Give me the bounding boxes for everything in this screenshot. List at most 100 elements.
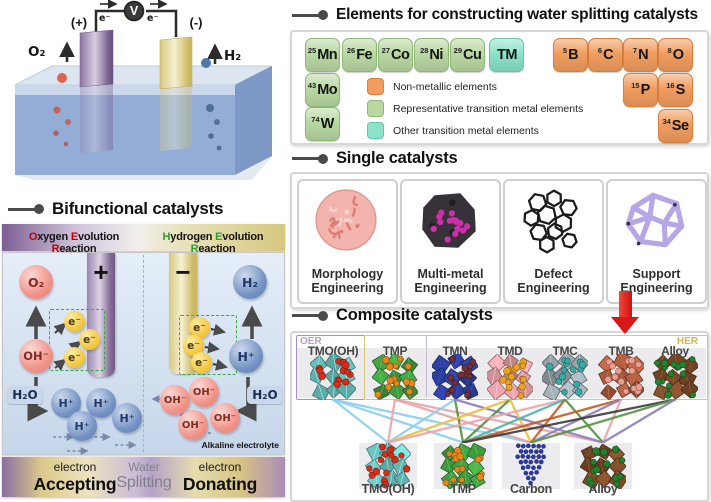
crystal-structure [515,443,546,486]
water-label-left: H₂O [7,386,43,404]
element-symbol: Cu [463,47,482,63]
card-label: Support Engineering [608,267,705,297]
composite-top-structure-TMD [484,353,536,402]
header-rule [292,310,328,321]
electron-text: electron [198,460,242,474]
composite-top-structure-TMC [539,351,591,402]
element-symbol: Fe [356,47,373,63]
hydroxide-ion: OH⁻ [19,339,53,373]
legend-swatch-nonmetal [367,78,384,95]
composite-title: Composite catalysts [336,306,493,324]
composite-bottom-structure-TMP [434,442,492,490]
composite-bottom-label-TMP: TMP [450,482,476,496]
flower-illustration [315,189,377,251]
legend-label: Non-metallic elements [393,80,497,93]
hydroxide-ion-small: OH⁻ [160,385,190,415]
morphology-engineering-card: Morphology Engineering [297,179,398,304]
water-splitting-label: Water Splitting [110,460,178,492]
cathode-minus-label: − [175,257,191,287]
element-tile-Cu: 29 Cu [450,38,485,72]
element-symbol: TM [497,47,517,63]
dots-illustration [422,193,476,248]
accepting-text: Accepting [33,474,117,494]
her-tag: HER [676,336,698,347]
combination-connection-lines [331,399,677,443]
hydroxide-ion-small: OH⁻ [178,410,208,440]
legend-item: Representative transition metal elements [367,100,583,117]
red-arrow-head [611,317,639,334]
card-label-line2: Engineering [311,281,384,296]
composite-top-label-TMN: TMN [442,344,468,358]
element-tile-Co: 27 Co [378,38,413,72]
atomic-number: 26 [346,46,356,55]
composite-top-structure-TMO(OH) [307,351,357,402]
electron-transfer-box-left [49,309,105,371]
atomic-number: 8 [667,46,672,55]
element-symbol: C [603,47,614,63]
header-letter: volution [77,231,120,243]
bifunctional-diagram: + − [2,252,285,455]
header-letter: H [162,231,171,243]
header-letter: R [51,243,60,255]
multi-metal-engineering-card: Multi-metal Engineering [400,179,501,304]
support-illustration-holder [619,185,691,257]
card-label-line2: Engineering [517,281,590,296]
composite-top-structure-TMN [429,351,480,402]
oer-tag: OER [300,336,322,347]
element-symbol: O [672,47,684,63]
elements-title: Elements for constructing water splittin… [336,6,698,23]
header-rule [8,204,44,214]
legend-item: Other transition metal elements [367,122,539,139]
legend-item: Non-metallic elements [367,78,497,95]
composite-top-label-TMO(OH): TMO(OH) [307,344,359,358]
h2-molecule: H₂ [233,265,267,299]
composite-top-row: TMO(OH) TMP TMN TMD TMC TMB Alloy [292,333,707,500]
atomic-number: 25 [307,46,317,55]
o2-molecule: O₂ [19,265,53,299]
header-letter: E [215,231,223,243]
electron-right: e⁻ [191,352,212,373]
hydroxide-ion-small: OH⁻ [189,377,219,407]
element-symbol: W [320,116,335,132]
atomic-number: 34 [662,117,671,126]
element-tile-Mn: 25 Mn [305,38,340,72]
composite-bottom-label-Carbon: Carbon [510,482,552,496]
element-tile-P: 15 P [623,73,658,107]
defect-engineering-card: Defect Engineering [503,179,604,304]
header-letter: volution [222,231,264,243]
minus-terminal-label: (-) [189,15,203,30]
composite-top-label-TMP: TMP [382,344,408,358]
water-text: Water [128,460,160,474]
composite-bottom-structure-TMO(OH) [359,441,417,490]
element-tile-Mo: 43 Mo [305,73,340,107]
composite-bottom-label-Alloy: Alloy [588,482,618,496]
header-rule [292,153,328,164]
element-symbol: Ni [429,47,443,63]
element-symbol: Se [671,118,689,134]
voltmeter-label: V [129,4,139,18]
header-letter: O [28,231,38,243]
splitting-text: Splitting [116,474,172,491]
crystal-structure [364,441,412,490]
composite-top-label-Alloy: Alloy [661,344,689,358]
anode-electrode: + [87,253,115,377]
composite-top-label-TMD: TMD [497,344,523,358]
crystal-structure [539,351,591,402]
atomic-number: 6 [597,46,603,55]
element-tile-TM: TM [489,38,524,72]
atomic-number: 15 [631,81,640,90]
element-legend: Non-metallic elements Representative tran… [292,32,707,143]
multi-metal-illustration-holder [413,185,485,257]
single-section-header: Single catalysts [292,149,458,168]
header-letter: E [70,231,78,243]
atomic-number: 29 [453,46,462,55]
crystal-structure [371,352,420,401]
card-label-line1: Morphology [311,266,384,281]
electrolysis-cell-diagram: (+) (-) V e⁻ e⁻ O₂ H₂ [0,0,287,200]
electron-left: e⁻ [79,329,100,350]
donating-text: Donating [182,474,258,494]
